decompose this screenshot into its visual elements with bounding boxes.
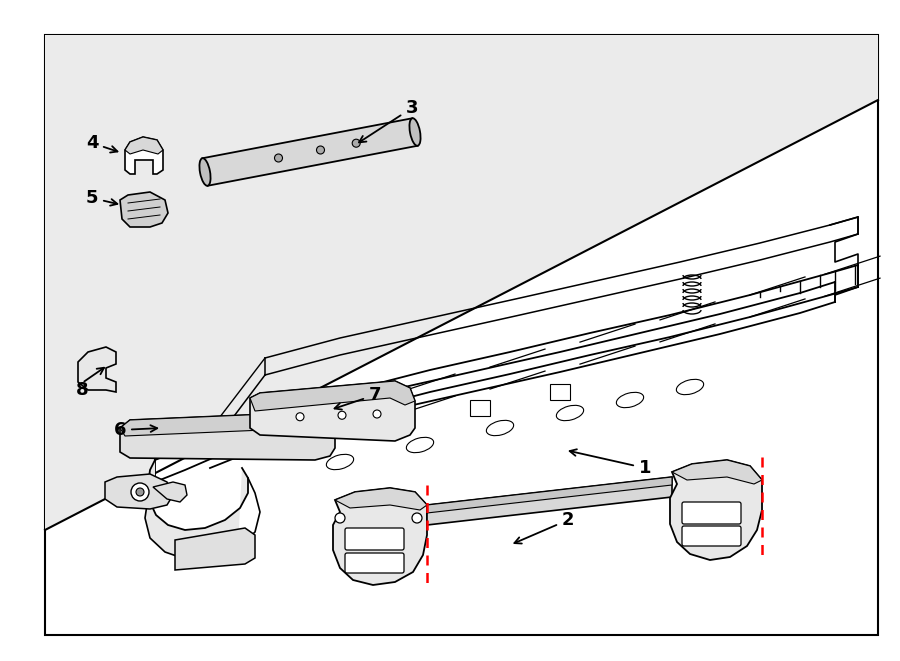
Circle shape bbox=[412, 513, 422, 523]
FancyBboxPatch shape bbox=[345, 528, 404, 550]
Circle shape bbox=[296, 412, 304, 421]
FancyBboxPatch shape bbox=[682, 526, 741, 546]
Text: 1: 1 bbox=[570, 449, 652, 477]
Polygon shape bbox=[120, 412, 335, 436]
Polygon shape bbox=[333, 488, 427, 585]
Polygon shape bbox=[145, 460, 248, 560]
Polygon shape bbox=[125, 137, 163, 154]
Circle shape bbox=[373, 410, 381, 418]
Text: 8: 8 bbox=[76, 381, 88, 399]
FancyBboxPatch shape bbox=[682, 502, 741, 524]
Polygon shape bbox=[250, 381, 415, 411]
Text: 6: 6 bbox=[113, 421, 158, 439]
Text: 3: 3 bbox=[359, 99, 418, 142]
Ellipse shape bbox=[616, 393, 643, 408]
Polygon shape bbox=[120, 412, 335, 460]
Polygon shape bbox=[125, 137, 163, 174]
Circle shape bbox=[274, 154, 283, 162]
Text: 4: 4 bbox=[86, 134, 117, 153]
Polygon shape bbox=[672, 460, 762, 484]
Polygon shape bbox=[670, 460, 762, 560]
Polygon shape bbox=[155, 265, 858, 482]
Polygon shape bbox=[78, 347, 116, 392]
Text: 7: 7 bbox=[335, 386, 382, 410]
Circle shape bbox=[335, 513, 345, 523]
Polygon shape bbox=[250, 381, 415, 441]
Circle shape bbox=[131, 483, 149, 501]
Ellipse shape bbox=[327, 454, 354, 470]
Polygon shape bbox=[120, 192, 168, 227]
Polygon shape bbox=[105, 474, 173, 509]
FancyBboxPatch shape bbox=[345, 553, 404, 573]
Text: 2: 2 bbox=[515, 511, 574, 543]
Polygon shape bbox=[335, 488, 427, 510]
Polygon shape bbox=[45, 35, 878, 635]
Ellipse shape bbox=[486, 420, 514, 436]
Polygon shape bbox=[45, 35, 878, 530]
FancyBboxPatch shape bbox=[470, 400, 490, 416]
Polygon shape bbox=[427, 477, 672, 525]
Ellipse shape bbox=[677, 379, 704, 395]
FancyBboxPatch shape bbox=[550, 384, 570, 400]
Polygon shape bbox=[202, 118, 418, 186]
Text: 5: 5 bbox=[86, 189, 117, 207]
Circle shape bbox=[136, 488, 144, 496]
Polygon shape bbox=[153, 482, 187, 502]
Ellipse shape bbox=[556, 405, 583, 420]
Ellipse shape bbox=[200, 158, 211, 186]
Circle shape bbox=[338, 411, 346, 419]
Polygon shape bbox=[175, 528, 255, 570]
Circle shape bbox=[317, 146, 325, 154]
FancyBboxPatch shape bbox=[390, 417, 410, 433]
Ellipse shape bbox=[410, 118, 420, 146]
Circle shape bbox=[352, 139, 360, 147]
Polygon shape bbox=[210, 282, 835, 468]
Polygon shape bbox=[427, 477, 672, 513]
Ellipse shape bbox=[407, 438, 434, 453]
